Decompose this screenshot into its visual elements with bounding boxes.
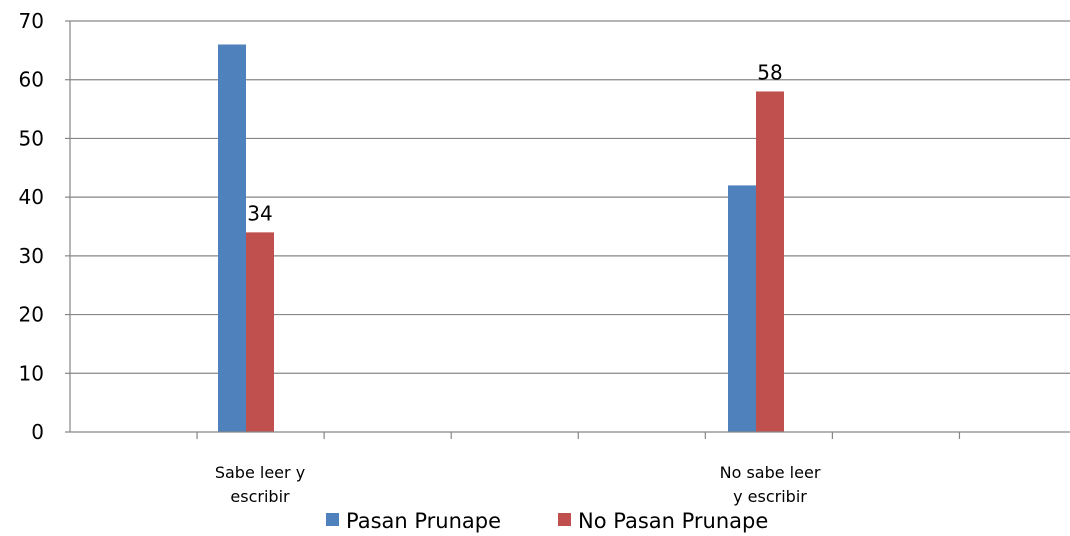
x-axis-tick-labels: Sabe leer y escribir No sabe leer y escribi… xyxy=(215,463,821,506)
y-axis-tick-labels: 0 10 20 30 40 50 60 70 xyxy=(19,9,44,444)
legend: Pasan Prunape No Pasan Prunape xyxy=(326,509,768,533)
legend-label: No Pasan Prunape xyxy=(578,509,768,533)
bars xyxy=(218,44,784,432)
y-tick-label: 10 xyxy=(19,361,44,385)
y-tick-label: 60 xyxy=(19,68,44,92)
data-label: 58 xyxy=(757,60,782,84)
bar-no-pasan-2 xyxy=(756,91,784,432)
bar-pasan-2 xyxy=(728,185,756,432)
x-category-label: Sabe leer y escribir xyxy=(215,463,305,506)
legend-swatch xyxy=(558,513,571,526)
legend-label: Pasan Prunape xyxy=(346,509,501,533)
y-tick-label: 40 xyxy=(19,185,44,209)
bar-pasan-1 xyxy=(218,44,246,432)
y-tick-label: 50 xyxy=(19,126,44,150)
data-label: 34 xyxy=(247,201,272,225)
legend-swatch xyxy=(326,513,339,526)
data-labels: 34 58 xyxy=(247,60,782,225)
y-tick-label: 30 xyxy=(19,244,44,268)
y-tick-label: 70 xyxy=(19,9,44,33)
bar-no-pasan-1 xyxy=(246,232,274,432)
y-tick-label: 0 xyxy=(31,420,44,444)
y-tick-label: 20 xyxy=(19,303,44,327)
axes xyxy=(65,20,1070,439)
x-category-label: No sabe leer y escribir xyxy=(720,463,821,506)
